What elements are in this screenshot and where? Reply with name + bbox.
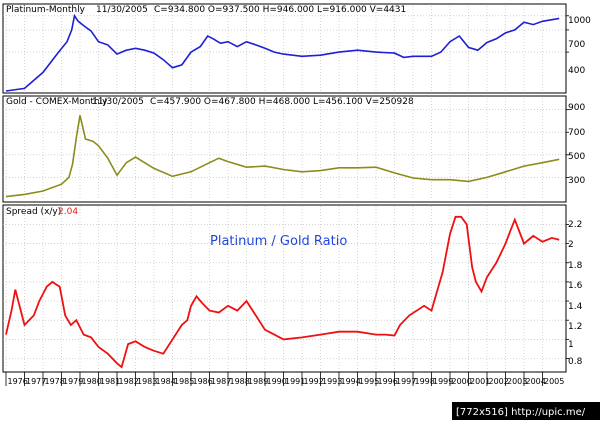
- spread-ratio-line: [5, 215, 560, 369]
- x-tick-label: 1998: [415, 377, 435, 386]
- ratio-annotation: Platinum / Gold Ratio: [210, 234, 347, 249]
- x-tick-label: 1996: [378, 377, 398, 386]
- x-tick-label: 1993: [322, 377, 342, 386]
- x-tick-label: 1985: [174, 377, 194, 386]
- gold-y-tick-label: 700: [568, 128, 585, 138]
- x-tick-label: 1987: [211, 377, 231, 386]
- x-tick-label: 2005: [544, 377, 564, 386]
- gold-panel-frame: [2, 95, 567, 203]
- x-tick-label: 1992: [304, 377, 324, 386]
- platinum-y-tick-label: 700: [568, 40, 585, 50]
- watermark-text: [772x516] http://upic.me/: [456, 407, 586, 418]
- x-tick-label: 2003: [507, 377, 527, 386]
- x-tick-label: 1981: [100, 377, 120, 386]
- x-tick-label: 1978: [45, 377, 65, 386]
- platinum-header-symbol: Platinum-Monthly: [6, 5, 86, 15]
- x-tick-label: 1999: [433, 377, 453, 386]
- x-tick-label: 1990: [267, 377, 287, 386]
- spread-y-tick-label: 2: [568, 240, 574, 250]
- spread-y-tick-label: 1.4: [568, 302, 583, 312]
- x-tick-label: 2002: [489, 377, 509, 386]
- platinum-y-tick-label: 400: [568, 66, 585, 76]
- x-tick-label: 1980: [82, 377, 102, 386]
- spread-panel-frame: [2, 204, 567, 373]
- x-tick-label: 1988: [230, 377, 250, 386]
- x-tick-label: 1994: [341, 377, 361, 386]
- watermark-bar: [452, 402, 600, 420]
- gold-price-line: [5, 115, 560, 198]
- x-tick-label: 1982: [119, 377, 139, 386]
- spread-y-tick-label: 1: [568, 340, 574, 350]
- x-tick-label: 1997: [396, 377, 416, 386]
- x-tick-label: 1986: [193, 377, 213, 386]
- spread-header-value: 2.04: [58, 207, 78, 217]
- platinum-panel-frame: [2, 3, 567, 94]
- x-axis: 1976197719781979198019811982198319841985…: [5, 372, 564, 386]
- spread-y-tick-label: 1.6: [568, 281, 583, 291]
- x-tick-label: 2000: [452, 377, 472, 386]
- x-tick-label: 1976: [8, 377, 28, 386]
- spread-gridlines: [3, 206, 569, 370]
- spread-y-ticks: 2.2 2 1.8 1.6 1.4 1.2 1 0.8: [568, 220, 583, 367]
- platinum-header-date: 11/30/2005: [96, 5, 148, 15]
- x-tick-label: 1977: [26, 377, 46, 386]
- gold-header-date: 11/30/2005: [92, 97, 144, 107]
- gold-y-tick-label: 300: [568, 176, 585, 186]
- gold-gridlines: [3, 98, 569, 200]
- gold-y-tick-label: 900: [568, 103, 585, 113]
- spread-y-tick-label: 1.2: [568, 322, 582, 332]
- gold-header-stats: C=457.900 O=467.800 H=468.000 L=456.100 …: [150, 97, 414, 107]
- x-tick-label: 2001: [470, 377, 490, 386]
- x-tick-label: 1991: [285, 377, 305, 386]
- x-tick-label: 1984: [156, 377, 176, 386]
- gold-y-ticks: 900 700 500 300: [568, 103, 585, 186]
- spread-y-tick-label: 0.8: [568, 357, 583, 367]
- platinum-header-stats: C=934.800 O=937.500 H=946.000 L=916.000 …: [154, 5, 406, 15]
- platinum-y-ticks: 1000 700 400: [568, 16, 591, 76]
- x-tick-label: 1989: [248, 377, 268, 386]
- x-tick-label: 2004: [526, 377, 546, 386]
- gold-y-tick-label: 500: [568, 152, 585, 162]
- platinum-y-tick-label: 1000: [568, 16, 591, 26]
- spread-y-tick-label: 1.8: [568, 261, 583, 271]
- x-tick-label: 1979: [63, 377, 83, 386]
- gold-header-symbol: Gold - COMEX-Monthly: [6, 97, 108, 107]
- spread-header-label: Spread (x/y): [6, 207, 61, 217]
- spread-y-tick-label: 2.2: [568, 220, 582, 230]
- x-tick-label: 1983: [137, 377, 157, 386]
- x-tick-label: 1995: [359, 377, 379, 386]
- platinum-price-line: [5, 13, 560, 92]
